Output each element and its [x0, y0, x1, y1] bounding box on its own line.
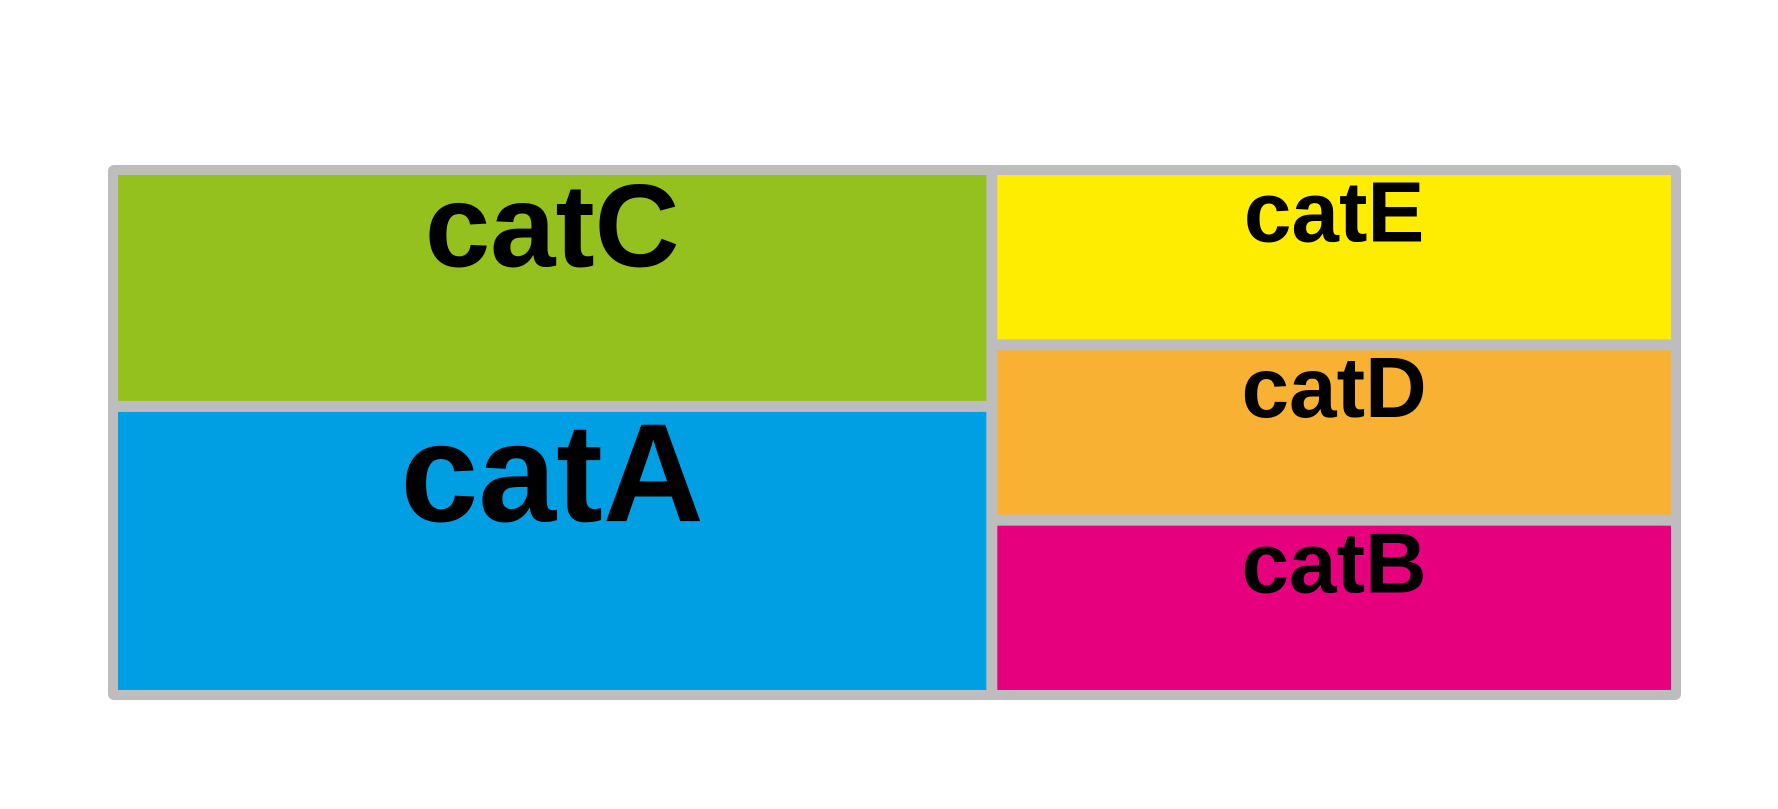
tile-label-catD: catD [1241, 341, 1426, 436]
tile-label-catA: catA [400, 394, 703, 551]
tile-catE [997, 175, 1671, 340]
treemap-tiles: catC catA catE catD catB [118, 161, 1671, 690]
tile-label-catE: catE [1244, 166, 1425, 261]
tile-label-catB: catB [1241, 516, 1426, 611]
tile-catC [118, 175, 987, 401]
tile-catA [118, 411, 987, 690]
tile-catD [997, 350, 1671, 515]
tile-catB [997, 525, 1671, 690]
tile-label-catC: catC [425, 161, 680, 292]
